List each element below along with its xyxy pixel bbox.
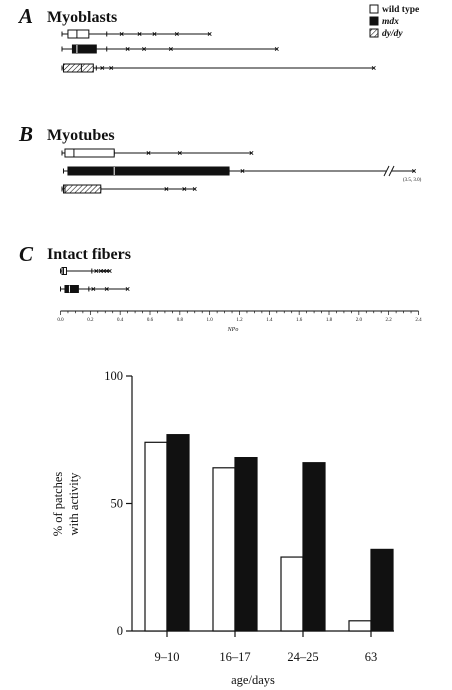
panel-a-title: Myoblasts (47, 9, 117, 26)
panel-a-dy-dy-outlier-0 (100, 65, 105, 71)
panel-a-wild-type-outlier-1 (137, 31, 142, 37)
panel-a-mdx-outlier-3 (274, 46, 279, 52)
bar-y-tick-label: 0 (117, 624, 123, 638)
bar-wild-type-24-25 (280, 556, 304, 632)
npo-tick-label: 2.0 (356, 318, 363, 323)
npo-tick-label: 1.0 (207, 318, 214, 323)
bar-x-tick-label: 9–10 (155, 650, 180, 664)
panel-c-wild-type-outlier-3 (104, 268, 109, 274)
panel-b-mdx-axis-break-right (388, 165, 395, 177)
panel-b-letter: B (18, 122, 33, 146)
panel-b-dy-dy-outlier-0 (164, 186, 169, 192)
npo-axis-label: NPo (227, 327, 239, 333)
bar-x-label: age/days (231, 673, 275, 687)
panel-b-wild-type-outlier-0 (146, 150, 151, 156)
panel-b-mdx-outlier-1 (411, 168, 417, 174)
panel-a-wild-type-box (67, 29, 90, 39)
panel-b-wild-type-outlier-2 (249, 150, 254, 156)
npo-tick-label: 0.4 (117, 318, 124, 323)
bar-y-label-line-2: with activity (67, 472, 81, 536)
bar-x-tick-label: 16–17 (219, 650, 250, 664)
bar-wild-type-16-17 (212, 467, 236, 632)
panel-c-wild-type-outlier-0 (94, 268, 99, 274)
legend-swatch-wild-type (369, 4, 379, 14)
bar-wild-type-9-10 (144, 441, 168, 632)
npo-tick-label: 0.8 (177, 318, 184, 323)
panel-a-wild-type-outlier-4 (207, 31, 212, 37)
bar-y-tick-label: 100 (104, 369, 123, 383)
panel-a-mdx-outlier-2 (168, 46, 173, 52)
bar-mdx-24-25 (302, 462, 326, 632)
panel-a-wild-type-outlier-3 (174, 31, 179, 37)
panel-a-letter: A (17, 4, 33, 28)
npo-tick-label: 0.2 (87, 318, 94, 323)
panel-c-wild-type-box (61, 267, 67, 275)
legend-swatch-dy-dy (369, 28, 379, 38)
panel-a-wild-type-outlier-0 (119, 31, 124, 37)
npo-axis: 0.0 0.2 0.4 0.6 0.8 1.0 1.2 1.4 1.6 1.8 2.0 2.2 2.4 (57, 310, 422, 323)
panel-c-title: Intact fibers (47, 246, 131, 263)
panel-c-wild-type-outlier-2 (101, 268, 106, 274)
panel-c-wild-type-outlier-4 (107, 268, 112, 274)
panel-c-mdx-box (64, 285, 79, 293)
npo-tick-label: 1.8 (326, 318, 333, 323)
panel-b-title: Myotubes (47, 127, 115, 144)
bar-chart: 0 50 100 9–10 16–17 24–25 63 (104, 369, 394, 664)
legend-label-dy-dy: dy/dy (382, 29, 403, 39)
panel-b-dy-dy-outlier-2 (192, 186, 197, 192)
break-annotation: (3.5, 3.0) (403, 178, 422, 183)
bar-x-tick-label: 63 (365, 650, 378, 664)
npo-tick-label: 0.0 (57, 318, 64, 323)
legend-swatch-mdx (369, 16, 379, 26)
panel-a-dy-dy-outlier-2 (371, 65, 376, 71)
panel-a-wild-type-outlier-2 (152, 31, 157, 37)
panel-c-mdx-outlier-2 (125, 286, 130, 292)
npo-tick-label: 1.6 (296, 318, 303, 323)
legend: wild type mdx dy/dy (369, 4, 419, 39)
bar-y-tick-label: 50 (111, 497, 124, 511)
bar-mdx-63 (370, 548, 394, 632)
bar-mdx-16-17 (234, 457, 258, 632)
panel-a-dy-dy-outlier-1 (109, 65, 114, 71)
panel-b-mdx-outlier-0 (240, 168, 245, 174)
panel-a-mdx-box (71, 44, 97, 54)
bar-wild-type-63 (348, 620, 372, 632)
npo-tick-label: 2.4 (415, 318, 422, 323)
panel-a-mdx-outlier-0 (125, 46, 130, 52)
legend-label-wild-type: wild type (382, 5, 419, 15)
npo-tick-label: 1.4 (266, 318, 273, 323)
legend-label-mdx: mdx (382, 17, 399, 27)
panel-c-mdx-outlier-0 (91, 286, 96, 292)
panel-b-mdx-box (67, 166, 230, 176)
panel-b-dy-dy-box (62, 184, 102, 194)
panel-b-wild-type-outlier-1 (177, 150, 182, 156)
panel-b-mdx-axis-break-left (383, 165, 390, 177)
npo-tick-label: 1.2 (236, 318, 243, 323)
npo-tick-label: 2.2 (386, 318, 393, 323)
panel-b-wild-type-box (64, 148, 115, 158)
box-plots (60, 29, 417, 293)
panel-c-mdx-outlier-1 (104, 286, 109, 292)
panel-b-dy-dy-outlier-1 (182, 186, 187, 192)
panel-c-wild-type-outlier-1 (98, 268, 103, 274)
panel-c-letter: C (19, 242, 34, 266)
bar-y-label-line-1: % of patches (51, 472, 65, 537)
bar-mdx-9-10 (166, 434, 190, 632)
panel-a-dy-dy-box (62, 63, 94, 73)
npo-tick-label: 0.6 (147, 318, 154, 323)
panel-a-mdx-outlier-1 (142, 46, 147, 52)
bar-x-tick-label: 24–25 (287, 650, 318, 664)
